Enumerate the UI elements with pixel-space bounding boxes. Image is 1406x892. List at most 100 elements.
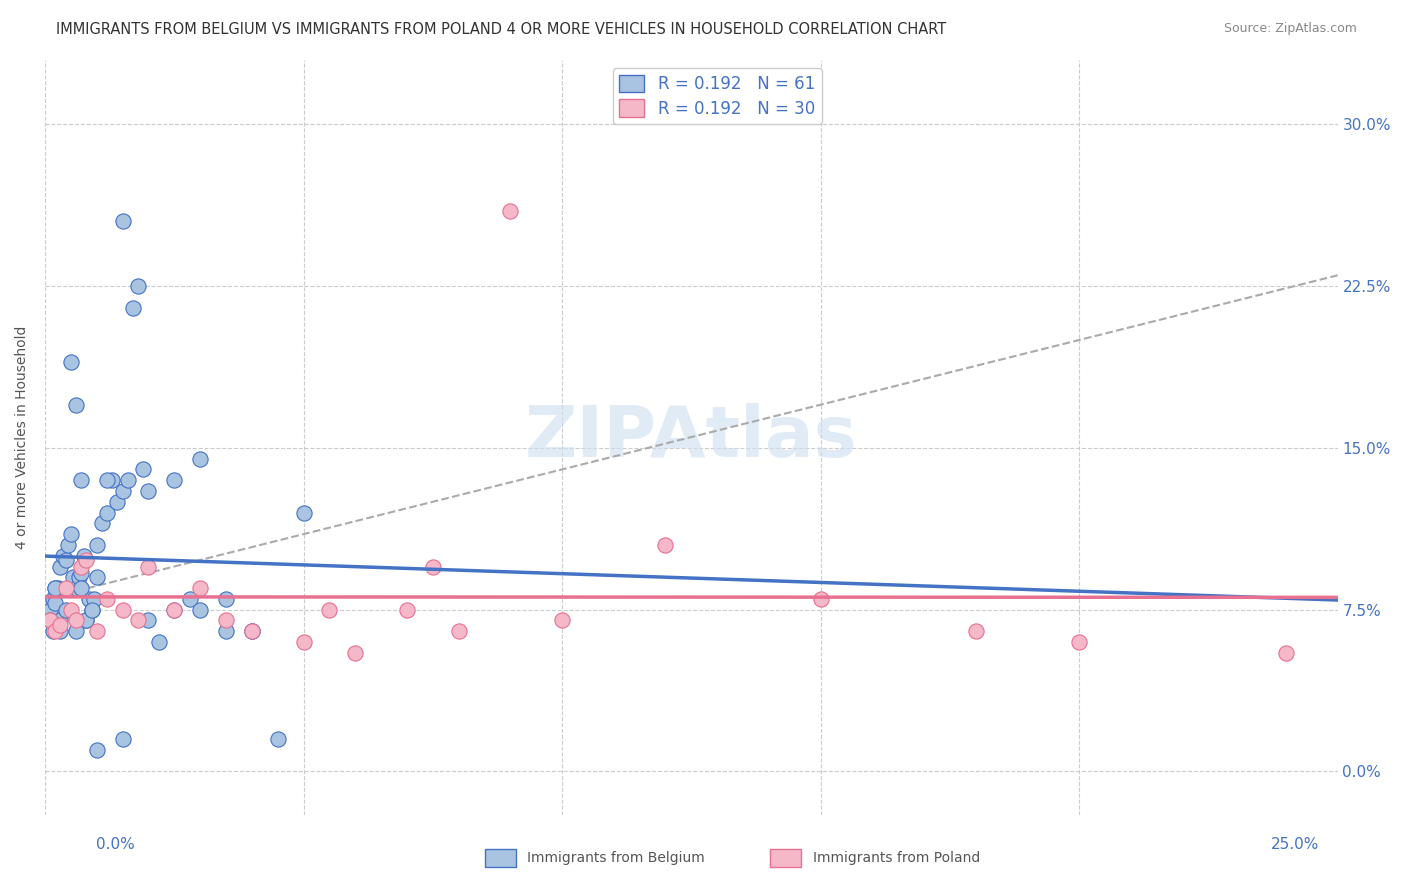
Point <box>138 614 160 628</box>
Point <box>163 473 186 487</box>
Point <box>80 602 103 616</box>
Point <box>127 279 149 293</box>
Point <box>132 462 155 476</box>
Text: ZIPAtlas: ZIPAtlas <box>524 402 858 472</box>
Point <box>70 559 93 574</box>
Point <box>49 617 72 632</box>
Point <box>179 591 201 606</box>
Point <box>344 646 367 660</box>
Legend: R = 0.192   N = 61, R = 0.192   N = 30: R = 0.192 N = 61, R = 0.192 N = 30 <box>613 68 821 124</box>
Point <box>46 581 69 595</box>
Point <box>292 635 315 649</box>
Point <box>965 624 987 639</box>
Text: Immigrants from Belgium: Immigrants from Belgium <box>527 851 704 865</box>
Point <box>96 506 118 520</box>
Point <box>111 214 134 228</box>
Point <box>447 624 470 639</box>
Point <box>215 591 238 606</box>
Point <box>59 527 82 541</box>
Point <box>188 581 211 595</box>
Point <box>55 553 77 567</box>
Point <box>83 591 105 606</box>
Point <box>42 591 65 606</box>
Point <box>39 614 62 628</box>
Text: Source: ZipAtlas.com: Source: ZipAtlas.com <box>1223 22 1357 36</box>
Point <box>75 614 97 628</box>
Point <box>148 635 170 649</box>
Text: 25.0%: 25.0% <box>1271 838 1319 852</box>
Point <box>654 538 676 552</box>
Point <box>318 602 340 616</box>
Point <box>70 581 93 595</box>
Point <box>111 602 134 616</box>
Text: 0.0%: 0.0% <box>96 838 135 852</box>
Text: Immigrants from Poland: Immigrants from Poland <box>813 851 980 865</box>
Point <box>240 624 263 639</box>
Point <box>86 624 108 639</box>
Point <box>215 624 238 639</box>
Point <box>70 473 93 487</box>
Point <box>215 614 238 628</box>
Point <box>39 614 62 628</box>
Point <box>55 581 77 595</box>
Point <box>105 495 128 509</box>
Point <box>810 591 832 606</box>
Point <box>59 354 82 368</box>
Point <box>65 614 87 628</box>
Point <box>292 506 315 520</box>
Point <box>49 624 72 639</box>
Point <box>49 614 72 628</box>
Point <box>75 614 97 628</box>
Point <box>122 301 145 315</box>
Point <box>240 624 263 639</box>
Point <box>188 451 211 466</box>
Point <box>65 398 87 412</box>
Point <box>77 591 100 606</box>
Point <box>127 614 149 628</box>
Point <box>44 581 66 595</box>
Point <box>1069 635 1091 649</box>
Point <box>499 203 522 218</box>
Point <box>65 581 87 595</box>
Point <box>52 549 75 563</box>
Point <box>86 743 108 757</box>
Point <box>49 559 72 574</box>
Point <box>96 591 118 606</box>
Point <box>86 538 108 552</box>
Point <box>86 570 108 584</box>
Point <box>111 732 134 747</box>
Point <box>70 566 93 580</box>
Point <box>44 596 66 610</box>
Point <box>111 483 134 498</box>
Point <box>42 624 65 639</box>
Point <box>163 602 186 616</box>
Point <box>67 570 90 584</box>
Point <box>138 483 160 498</box>
Point <box>117 473 139 487</box>
Point <box>163 602 186 616</box>
Point <box>551 614 574 628</box>
Point <box>44 581 66 595</box>
Point <box>80 602 103 616</box>
Point <box>59 602 82 616</box>
Point <box>138 559 160 574</box>
Text: IMMIGRANTS FROM BELGIUM VS IMMIGRANTS FROM POLAND 4 OR MORE VEHICLES IN HOUSEHOL: IMMIGRANTS FROM BELGIUM VS IMMIGRANTS FR… <box>56 22 946 37</box>
Y-axis label: 4 or more Vehicles in Household: 4 or more Vehicles in Household <box>15 326 30 549</box>
Point <box>266 732 288 747</box>
Point <box>75 553 97 567</box>
Point <box>62 570 84 584</box>
Point <box>96 473 118 487</box>
Point <box>240 624 263 639</box>
Point <box>55 602 77 616</box>
Point <box>395 602 418 616</box>
Point <box>101 473 124 487</box>
Point <box>90 516 112 531</box>
Point <box>188 602 211 616</box>
Point <box>422 559 444 574</box>
Point <box>1275 646 1298 660</box>
Point <box>73 549 96 563</box>
Point <box>65 624 87 639</box>
Point <box>58 538 80 552</box>
Point <box>44 624 66 639</box>
Point <box>39 602 62 616</box>
